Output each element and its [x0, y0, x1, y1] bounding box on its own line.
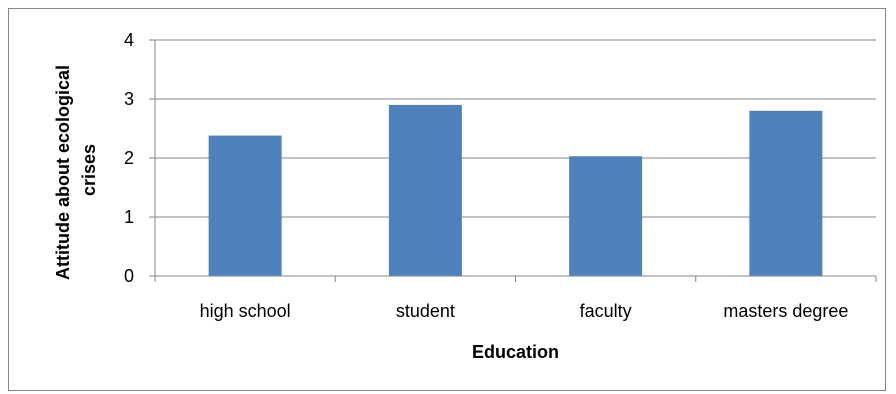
- bar: [569, 156, 642, 276]
- bars: [209, 105, 823, 276]
- y-axis-title: Attitude about ecological crises: [53, 60, 99, 280]
- x-tick-label: student: [396, 301, 455, 321]
- y-axis-title-line-1: Attitude about ecological: [53, 65, 73, 280]
- y-axis-title-line-2: crises: [79, 144, 99, 196]
- y-tick-label: 1: [124, 207, 134, 227]
- y-tick-label: 0: [124, 266, 134, 286]
- x-axis-title: Education: [472, 342, 559, 362]
- bar: [389, 105, 462, 276]
- y-tick-label: 2: [124, 148, 134, 168]
- x-tick-label: faculty: [580, 301, 632, 321]
- y-tick-label: 4: [124, 30, 134, 50]
- y-tick-label: 3: [124, 89, 134, 109]
- x-tick-label: masters degree: [723, 301, 848, 321]
- bar: [749, 111, 822, 276]
- x-tick-label: high school: [200, 301, 291, 321]
- bar: [209, 136, 282, 276]
